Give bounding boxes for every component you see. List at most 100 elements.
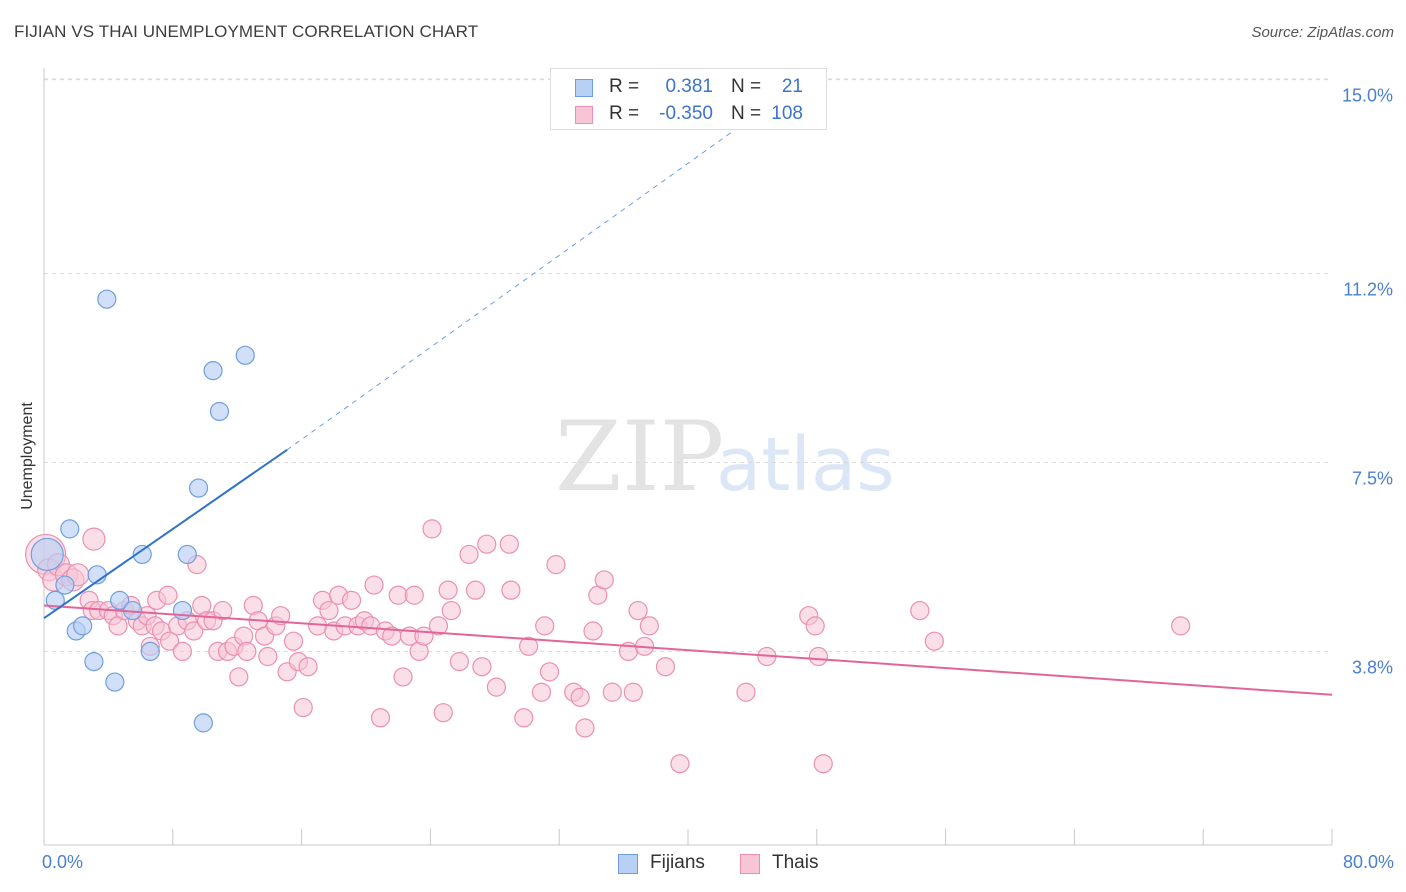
data-point-fijians (203, 361, 223, 381)
legend-r-label: R = (609, 76, 640, 97)
legend-r-label: R = (609, 103, 640, 124)
data-point-thais (158, 585, 178, 605)
data-point-thais (472, 657, 492, 677)
data-point-thais (441, 600, 461, 621)
data-point-thais (449, 652, 469, 672)
data-point-thais (438, 580, 458, 600)
data-point-thais (499, 534, 519, 554)
data-point-thais (229, 667, 249, 687)
watermark-atlas: atlas (716, 422, 895, 508)
data-point-thais (602, 682, 622, 702)
data-point-thais (535, 616, 555, 636)
data-point-fijians (97, 289, 117, 309)
data-point-fijians (172, 600, 193, 621)
trend-line-thais (43, 604, 1333, 696)
data-point-fijians (188, 478, 209, 498)
data-point-fijians (60, 519, 80, 539)
legend-n-label: N = (731, 103, 762, 124)
data-point-fijians (140, 641, 160, 662)
correlation-legend: R = 0.381 N = 21 R = -0.350 N = 108 (550, 68, 827, 130)
data-point-thais (639, 616, 659, 636)
data-point-thais (258, 646, 278, 667)
data-point-thais (594, 570, 614, 590)
data-point-thais (388, 585, 408, 605)
data-point-fijians (30, 537, 64, 572)
data-point-thais (628, 600, 648, 621)
y-tick-label: 3.8% (1352, 657, 1393, 677)
legend-label-thais: Thais (772, 852, 819, 873)
data-point-thais (341, 590, 362, 610)
data-point-thais (575, 718, 595, 738)
thais-swatch (740, 854, 760, 874)
trend-extension-fijians (286, 99, 777, 451)
data-point-fijians (84, 652, 104, 672)
data-point-fijians (177, 544, 197, 565)
source-label: Source: ZipAtlas.com (1251, 24, 1394, 41)
data-point-thais (271, 606, 291, 626)
data-point-thais (422, 519, 442, 539)
legend-r-value: 0.381 (665, 76, 713, 97)
chart-title: FIJIAN VS THAI UNEMPLOYMENT CORRELATION … (14, 22, 479, 41)
data-point-thais (293, 697, 313, 718)
legend-n-value: 108 (771, 103, 803, 124)
data-point-thais (813, 754, 833, 774)
data-point-fijians (73, 616, 93, 636)
data-point-thais (172, 641, 193, 662)
data-point-fijians (209, 401, 230, 422)
legend-n-label: N = (731, 76, 762, 97)
y-axis-label: Unemployment (19, 402, 36, 510)
data-point-thais (546, 555, 566, 575)
data-point-thais (501, 580, 521, 600)
data-point-thais (531, 682, 552, 702)
data-point-thais (583, 621, 603, 641)
trend-line-fijians (43, 448, 288, 620)
x-tick-label-max: 80.0% (1342, 852, 1394, 872)
thais-swatch (575, 106, 593, 124)
data-point-fijians (55, 575, 75, 595)
fijians-swatch (618, 854, 638, 874)
data-point-thais (477, 534, 497, 554)
data-point-thais (465, 580, 486, 600)
data-point-thais (808, 646, 829, 667)
legend-row-fijians: R = 0.381 N = 21 (551, 73, 826, 101)
data-point-thais (519, 636, 539, 656)
data-point-thais (319, 600, 339, 621)
data-point-thais (237, 641, 257, 662)
data-point-thais (159, 631, 180, 651)
y-tick-label: 11.2% (1343, 280, 1393, 300)
data-point-fijians (105, 672, 125, 692)
data-point-thais (213, 600, 233, 621)
data-point-thais (670, 754, 690, 774)
data-point-thais (393, 667, 413, 687)
data-point-fijians (235, 345, 255, 365)
data-point-thais (428, 616, 449, 636)
data-point-thais (924, 631, 944, 651)
data-point-thais (404, 585, 424, 605)
y-tick-label: 7.5% (1352, 469, 1393, 489)
data-point-thais (623, 682, 643, 702)
watermark-zip: ZIP (555, 401, 724, 513)
data-point-thais (570, 687, 590, 707)
data-point-thais (82, 527, 106, 551)
data-point-thais (1171, 616, 1191, 636)
data-point-thais (298, 657, 318, 677)
data-point-thais (736, 682, 756, 702)
legend-row-thais: R = -0.350 N = 108 (551, 100, 826, 128)
fijians-swatch (575, 79, 593, 97)
data-point-thais (910, 600, 930, 621)
data-point-thais (805, 616, 825, 636)
data-point-thais (364, 575, 384, 595)
data-point-thais (433, 703, 453, 723)
legend-r-value: -0.350 (659, 103, 713, 124)
data-point-thais (655, 657, 676, 677)
data-point-fijians (193, 713, 213, 733)
legend-label-fijians: Fijians (650, 852, 705, 873)
x-tick-label-min: 0.0% (42, 852, 84, 872)
y-tick-label: 15.0% (1342, 86, 1393, 106)
data-point-thais (184, 621, 204, 641)
data-point-thais (459, 544, 479, 565)
data-point-thais (486, 677, 507, 697)
data-point-thais (514, 708, 534, 728)
